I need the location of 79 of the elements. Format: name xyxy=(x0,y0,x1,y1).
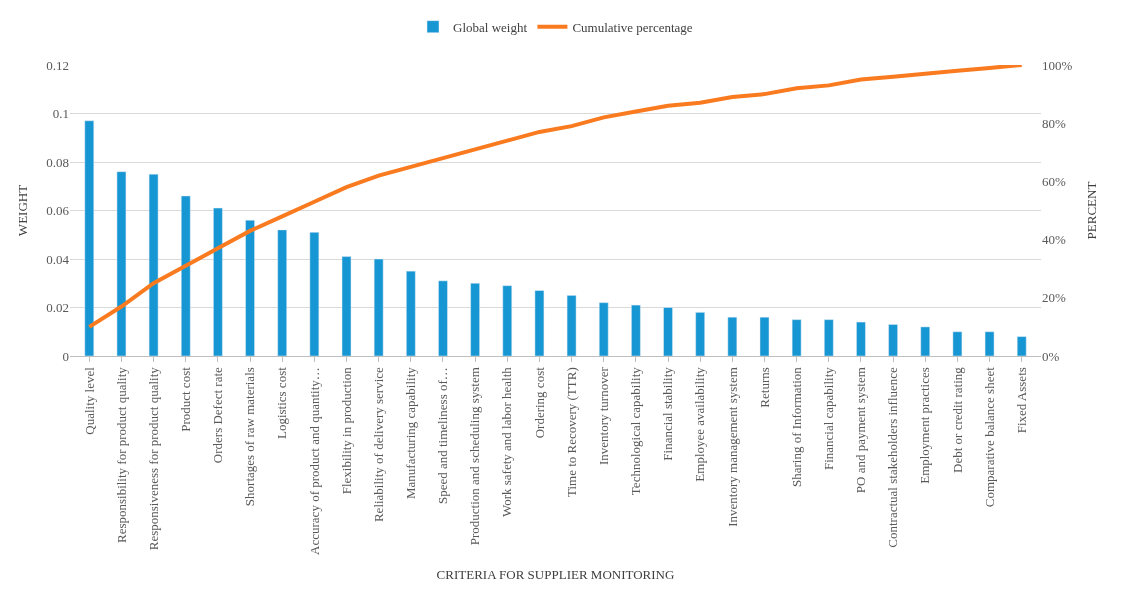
x-tick-label: Time to Recovery (TTR) xyxy=(563,367,579,498)
line-series xyxy=(87,65,1024,329)
bar xyxy=(309,232,320,356)
bar xyxy=(373,258,384,356)
x-tick-label: Orders Defect rate xyxy=(210,366,226,464)
x-tick-label: Product cost xyxy=(177,366,193,432)
bar xyxy=(406,270,416,356)
x-tick-label: Contractual stakeholders influence xyxy=(885,366,901,548)
bar xyxy=(727,316,738,356)
x-tick-label: Speed and timeliness of… xyxy=(435,367,451,505)
y-tick-label: 0.12 xyxy=(46,57,69,73)
bar xyxy=(984,331,995,356)
x-tick-label: Work safety and labor health xyxy=(499,366,515,518)
x-tick-label: Responsibility for product quality xyxy=(113,366,129,544)
bar xyxy=(856,321,866,356)
x-tick-label: Employee availability xyxy=(692,366,708,482)
x-tick-label: Fixed Assets xyxy=(1013,367,1029,434)
y-axis-title: WEIGHT xyxy=(15,184,31,237)
bar xyxy=(598,302,609,356)
y-tick-label: 0.08 xyxy=(46,154,69,170)
x-tick-label: Reliability of delivery service xyxy=(370,366,386,523)
legend-label: Global weight xyxy=(453,19,528,35)
y2-tick-label: 20% xyxy=(1042,290,1066,306)
bar xyxy=(631,304,641,356)
y2-tick-label: 100% xyxy=(1042,57,1073,73)
bar xyxy=(695,312,705,356)
x-tick-label: Technological capability xyxy=(628,366,644,496)
x-tick-label: Flexibility in production xyxy=(338,366,354,495)
bar xyxy=(213,207,223,356)
bar xyxy=(438,280,448,356)
x-tick-label: Inventory turnover xyxy=(595,366,611,466)
bar xyxy=(1016,336,1027,356)
bar xyxy=(470,283,480,356)
bar xyxy=(277,229,287,356)
x-tick-label: Logistics cost xyxy=(274,366,290,440)
x-tick-label: Responsiveness for product quality xyxy=(145,366,161,551)
y2-tick-label: 0% xyxy=(1042,348,1060,364)
y2-tick-label: 60% xyxy=(1042,173,1066,189)
y2-axis-title: PERCENT xyxy=(1084,181,1100,240)
bar xyxy=(759,316,770,356)
x-tick-label: Financial stability xyxy=(660,366,676,461)
x-tick-label: Debt or credit rating xyxy=(949,366,965,473)
bar xyxy=(566,295,577,356)
x-axis-title: CRITERIA FOR SUPPLIER MONITORING xyxy=(436,566,675,582)
y2-tick-label: 80% xyxy=(1042,115,1066,131)
bar xyxy=(148,173,159,356)
y-tick-label: 0.1 xyxy=(52,106,69,122)
bar xyxy=(84,120,95,356)
bar xyxy=(920,326,930,356)
y2-tick-label: 40% xyxy=(1042,232,1066,248)
y-tick-label: 0.06 xyxy=(46,203,70,219)
bar xyxy=(502,285,513,356)
x-tick-label: PO and payment system xyxy=(853,367,869,494)
x-tick-label: Shortages of raw materials xyxy=(242,367,258,507)
bar xyxy=(341,256,352,356)
bar xyxy=(824,319,834,356)
bar xyxy=(245,219,255,356)
x-tick-label: Sharing of Information xyxy=(788,366,804,488)
x-tick-label: Accuracy of product and quantity… xyxy=(306,367,322,555)
bar xyxy=(952,331,963,356)
x-tick-label: Production and scheduling system xyxy=(467,367,483,546)
bar xyxy=(116,171,127,356)
legend-label: Cumulative percentage xyxy=(572,19,693,35)
x-tick-label: Comparative balance sheet xyxy=(981,366,997,508)
y-tick-label: 0.02 xyxy=(46,300,69,316)
x-tick-label: Returns xyxy=(756,367,772,408)
bar xyxy=(791,319,802,356)
x-tick-label: Quality level xyxy=(81,366,97,435)
y-tick-label: 0 xyxy=(62,348,69,364)
bar xyxy=(534,290,545,356)
x-tick-label: Manufacturing capability xyxy=(403,366,419,499)
x-tick-label: Ordering cost xyxy=(531,366,547,439)
x-tick-label: Inventory management system xyxy=(724,367,740,527)
bar xyxy=(888,324,898,356)
bar xyxy=(181,195,191,356)
bar xyxy=(663,307,673,356)
x-tick-label: Financial capability xyxy=(821,366,837,471)
y-tick-label: 0.04 xyxy=(46,251,70,267)
x-tick-label: Employment practices xyxy=(917,367,933,484)
